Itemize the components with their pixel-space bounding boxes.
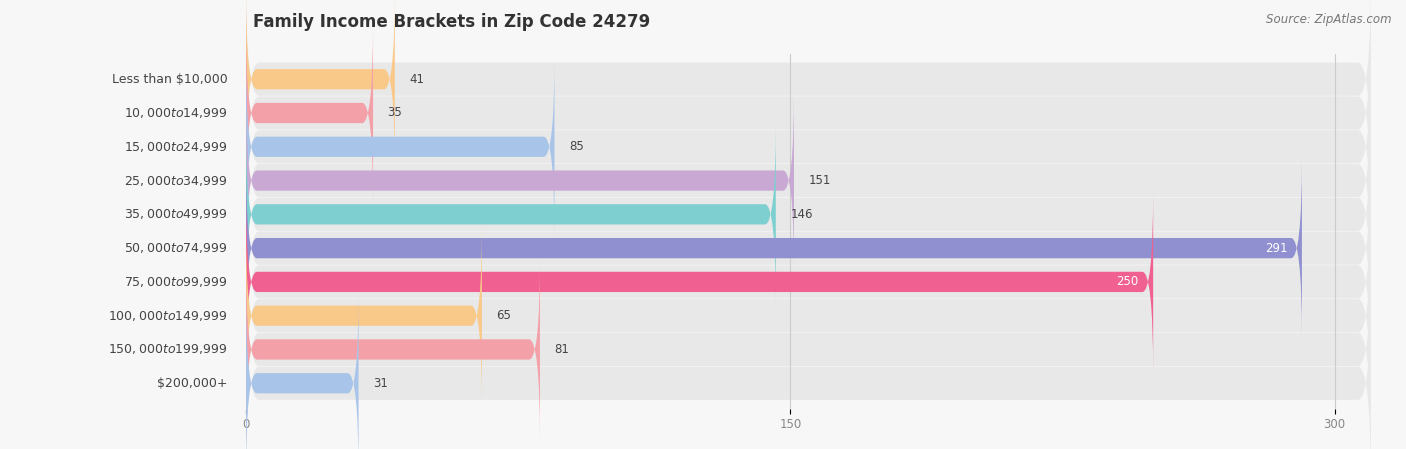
- FancyBboxPatch shape: [246, 180, 1371, 383]
- FancyBboxPatch shape: [246, 45, 1371, 248]
- FancyBboxPatch shape: [246, 248, 1371, 449]
- FancyBboxPatch shape: [246, 282, 1371, 449]
- Text: $150,000 to $199,999: $150,000 to $199,999: [108, 343, 228, 357]
- Text: 146: 146: [790, 208, 813, 221]
- Text: 35: 35: [388, 106, 402, 119]
- FancyBboxPatch shape: [246, 0, 1371, 181]
- FancyBboxPatch shape: [246, 292, 359, 449]
- Text: Family Income Brackets in Zip Code 24279: Family Income Brackets in Zip Code 24279: [253, 13, 651, 31]
- FancyBboxPatch shape: [246, 22, 373, 204]
- Text: $50,000 to $74,999: $50,000 to $74,999: [124, 241, 228, 255]
- Text: Less than $10,000: Less than $10,000: [112, 73, 228, 86]
- FancyBboxPatch shape: [246, 224, 482, 407]
- Text: 151: 151: [808, 174, 831, 187]
- Text: $25,000 to $34,999: $25,000 to $34,999: [124, 174, 228, 188]
- Text: 85: 85: [569, 140, 583, 153]
- Text: 81: 81: [554, 343, 569, 356]
- FancyBboxPatch shape: [246, 56, 554, 238]
- Text: $200,000+: $200,000+: [157, 377, 228, 390]
- Text: 41: 41: [409, 73, 425, 86]
- FancyBboxPatch shape: [246, 214, 1371, 418]
- Text: 250: 250: [1116, 275, 1139, 288]
- Text: 31: 31: [373, 377, 388, 390]
- FancyBboxPatch shape: [246, 191, 1153, 373]
- FancyBboxPatch shape: [246, 258, 540, 440]
- Text: $10,000 to $14,999: $10,000 to $14,999: [124, 106, 228, 120]
- FancyBboxPatch shape: [246, 157, 1302, 339]
- FancyBboxPatch shape: [246, 11, 1371, 215]
- FancyBboxPatch shape: [246, 123, 776, 306]
- Text: 65: 65: [496, 309, 512, 322]
- FancyBboxPatch shape: [246, 0, 395, 171]
- FancyBboxPatch shape: [246, 89, 794, 272]
- Text: 291: 291: [1265, 242, 1288, 255]
- Text: $100,000 to $149,999: $100,000 to $149,999: [108, 309, 228, 323]
- FancyBboxPatch shape: [246, 146, 1371, 350]
- Text: Source: ZipAtlas.com: Source: ZipAtlas.com: [1267, 13, 1392, 26]
- Text: $75,000 to $99,999: $75,000 to $99,999: [124, 275, 228, 289]
- Text: $35,000 to $49,999: $35,000 to $49,999: [124, 207, 228, 221]
- FancyBboxPatch shape: [246, 79, 1371, 282]
- Text: $15,000 to $24,999: $15,000 to $24,999: [124, 140, 228, 154]
- FancyBboxPatch shape: [246, 113, 1371, 316]
